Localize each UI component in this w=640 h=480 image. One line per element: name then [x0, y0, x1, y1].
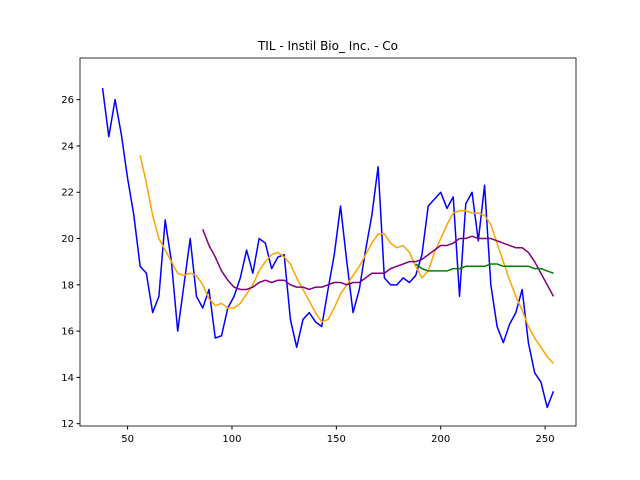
y-tick-label: 22	[61, 188, 74, 199]
y-tick-label: 18	[61, 280, 74, 291]
x-tick-label: 250	[536, 434, 555, 445]
x-tick-label: 150	[327, 434, 346, 445]
y-tick-label: 12	[61, 419, 74, 430]
y-tick-label: 16	[61, 327, 74, 338]
y-tick-label: 20	[61, 234, 74, 245]
x-tick-label: 50	[121, 434, 134, 445]
plot-frame	[79, 57, 577, 427]
line-series	[202, 228, 555, 297]
y-tick-label: 26	[61, 95, 74, 106]
line-series	[101, 87, 555, 409]
line-series	[415, 263, 554, 274]
x-tick-label: 100	[222, 434, 241, 445]
y-tick-label: 14	[61, 373, 74, 384]
y-tick-label: 24	[61, 141, 74, 152]
x-tick-label: 200	[431, 434, 450, 445]
chart-title: TIL - Instil Bio_ Inc. - Co	[257, 39, 398, 53]
